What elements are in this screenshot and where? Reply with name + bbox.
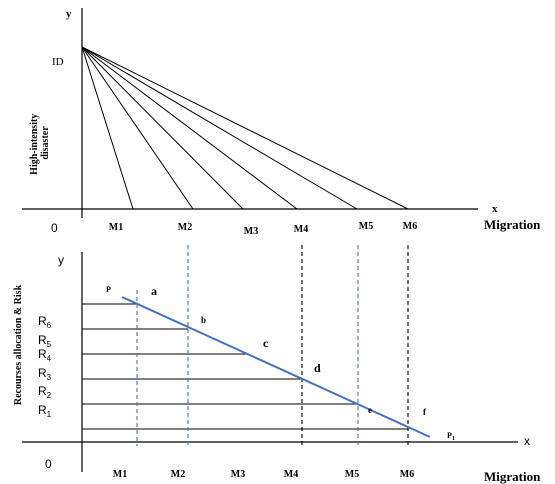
p-label: P xyxy=(106,285,111,294)
bottom-tick-m1: M1 xyxy=(113,469,127,480)
point-f-label: f xyxy=(423,407,427,417)
top-x-label: x xyxy=(492,203,498,215)
bottom-ticks: M1 M2 M3 M4 M5 M6 xyxy=(113,469,414,480)
bottom-origin-label: 0 xyxy=(45,457,52,471)
top-tick-m2: M2 xyxy=(178,222,192,233)
fan-line-m4 xyxy=(81,46,298,210)
point-e-label: e xyxy=(368,405,372,415)
point-d-label: d xyxy=(314,361,321,375)
bottom-panel: y x 0 Recourses allocation & Risk Migrat… xyxy=(13,245,541,484)
bottom-tick-m6: M6 xyxy=(400,469,414,480)
top-tick-m6: M6 xyxy=(403,221,417,232)
vertical-dashed-lines xyxy=(136,245,409,446)
bottom-y-label: y xyxy=(58,253,64,267)
bottom-x-title: Migration xyxy=(484,469,541,484)
r4-label: R4 xyxy=(38,347,52,363)
top-origin-label: 0 xyxy=(51,221,58,235)
id-label: ID xyxy=(52,56,64,68)
bottom-x-label: x xyxy=(524,434,530,448)
r-level-labels: R6 R5 R4 R3 R2 R1 xyxy=(38,314,52,419)
allocation-line xyxy=(121,296,431,438)
bottom-tick-m4: M4 xyxy=(284,469,298,480)
fan-line-m1 xyxy=(81,46,134,210)
point-c-label: c xyxy=(263,336,269,350)
r-level-lines xyxy=(82,303,408,430)
top-tick-m5: M5 xyxy=(359,221,373,232)
fan-line-m2 xyxy=(81,46,194,210)
top-ticks: M1 M2 M3 M4 M5 M6 xyxy=(109,221,417,237)
top-x-title: Migration xyxy=(484,217,541,232)
top-y-label: y xyxy=(66,8,72,20)
point-b-label: b xyxy=(201,315,206,325)
p1-label: P1 xyxy=(447,431,455,442)
top-tick-m4: M4 xyxy=(294,224,308,235)
top-panel: y x 0 ID High-intensity disaster Migrati… xyxy=(22,8,541,237)
top-fan-lines xyxy=(81,46,409,210)
fan-line-m3 xyxy=(81,46,244,210)
r2-label: R2 xyxy=(38,384,52,400)
r5-label: R5 xyxy=(38,333,52,349)
point-labels: a b c d e f xyxy=(151,284,427,417)
top-tick-m3: M3 xyxy=(244,226,258,237)
top-y-title: High-intensity disaster xyxy=(29,111,51,175)
bottom-tick-m2: M2 xyxy=(171,469,185,480)
r1-label: R1 xyxy=(38,403,52,419)
r6-label: R6 xyxy=(38,314,52,330)
point-a-label: a xyxy=(151,284,157,298)
fan-line-m5 xyxy=(81,46,358,210)
fan-line-m6 xyxy=(81,46,409,210)
bottom-tick-m5: M5 xyxy=(345,469,359,480)
r3-label: R3 xyxy=(38,366,52,382)
bottom-y-title: Recourses allocation & Risk xyxy=(13,284,24,405)
bottom-tick-m3: M3 xyxy=(231,469,245,480)
top-tick-m1: M1 xyxy=(109,222,123,233)
